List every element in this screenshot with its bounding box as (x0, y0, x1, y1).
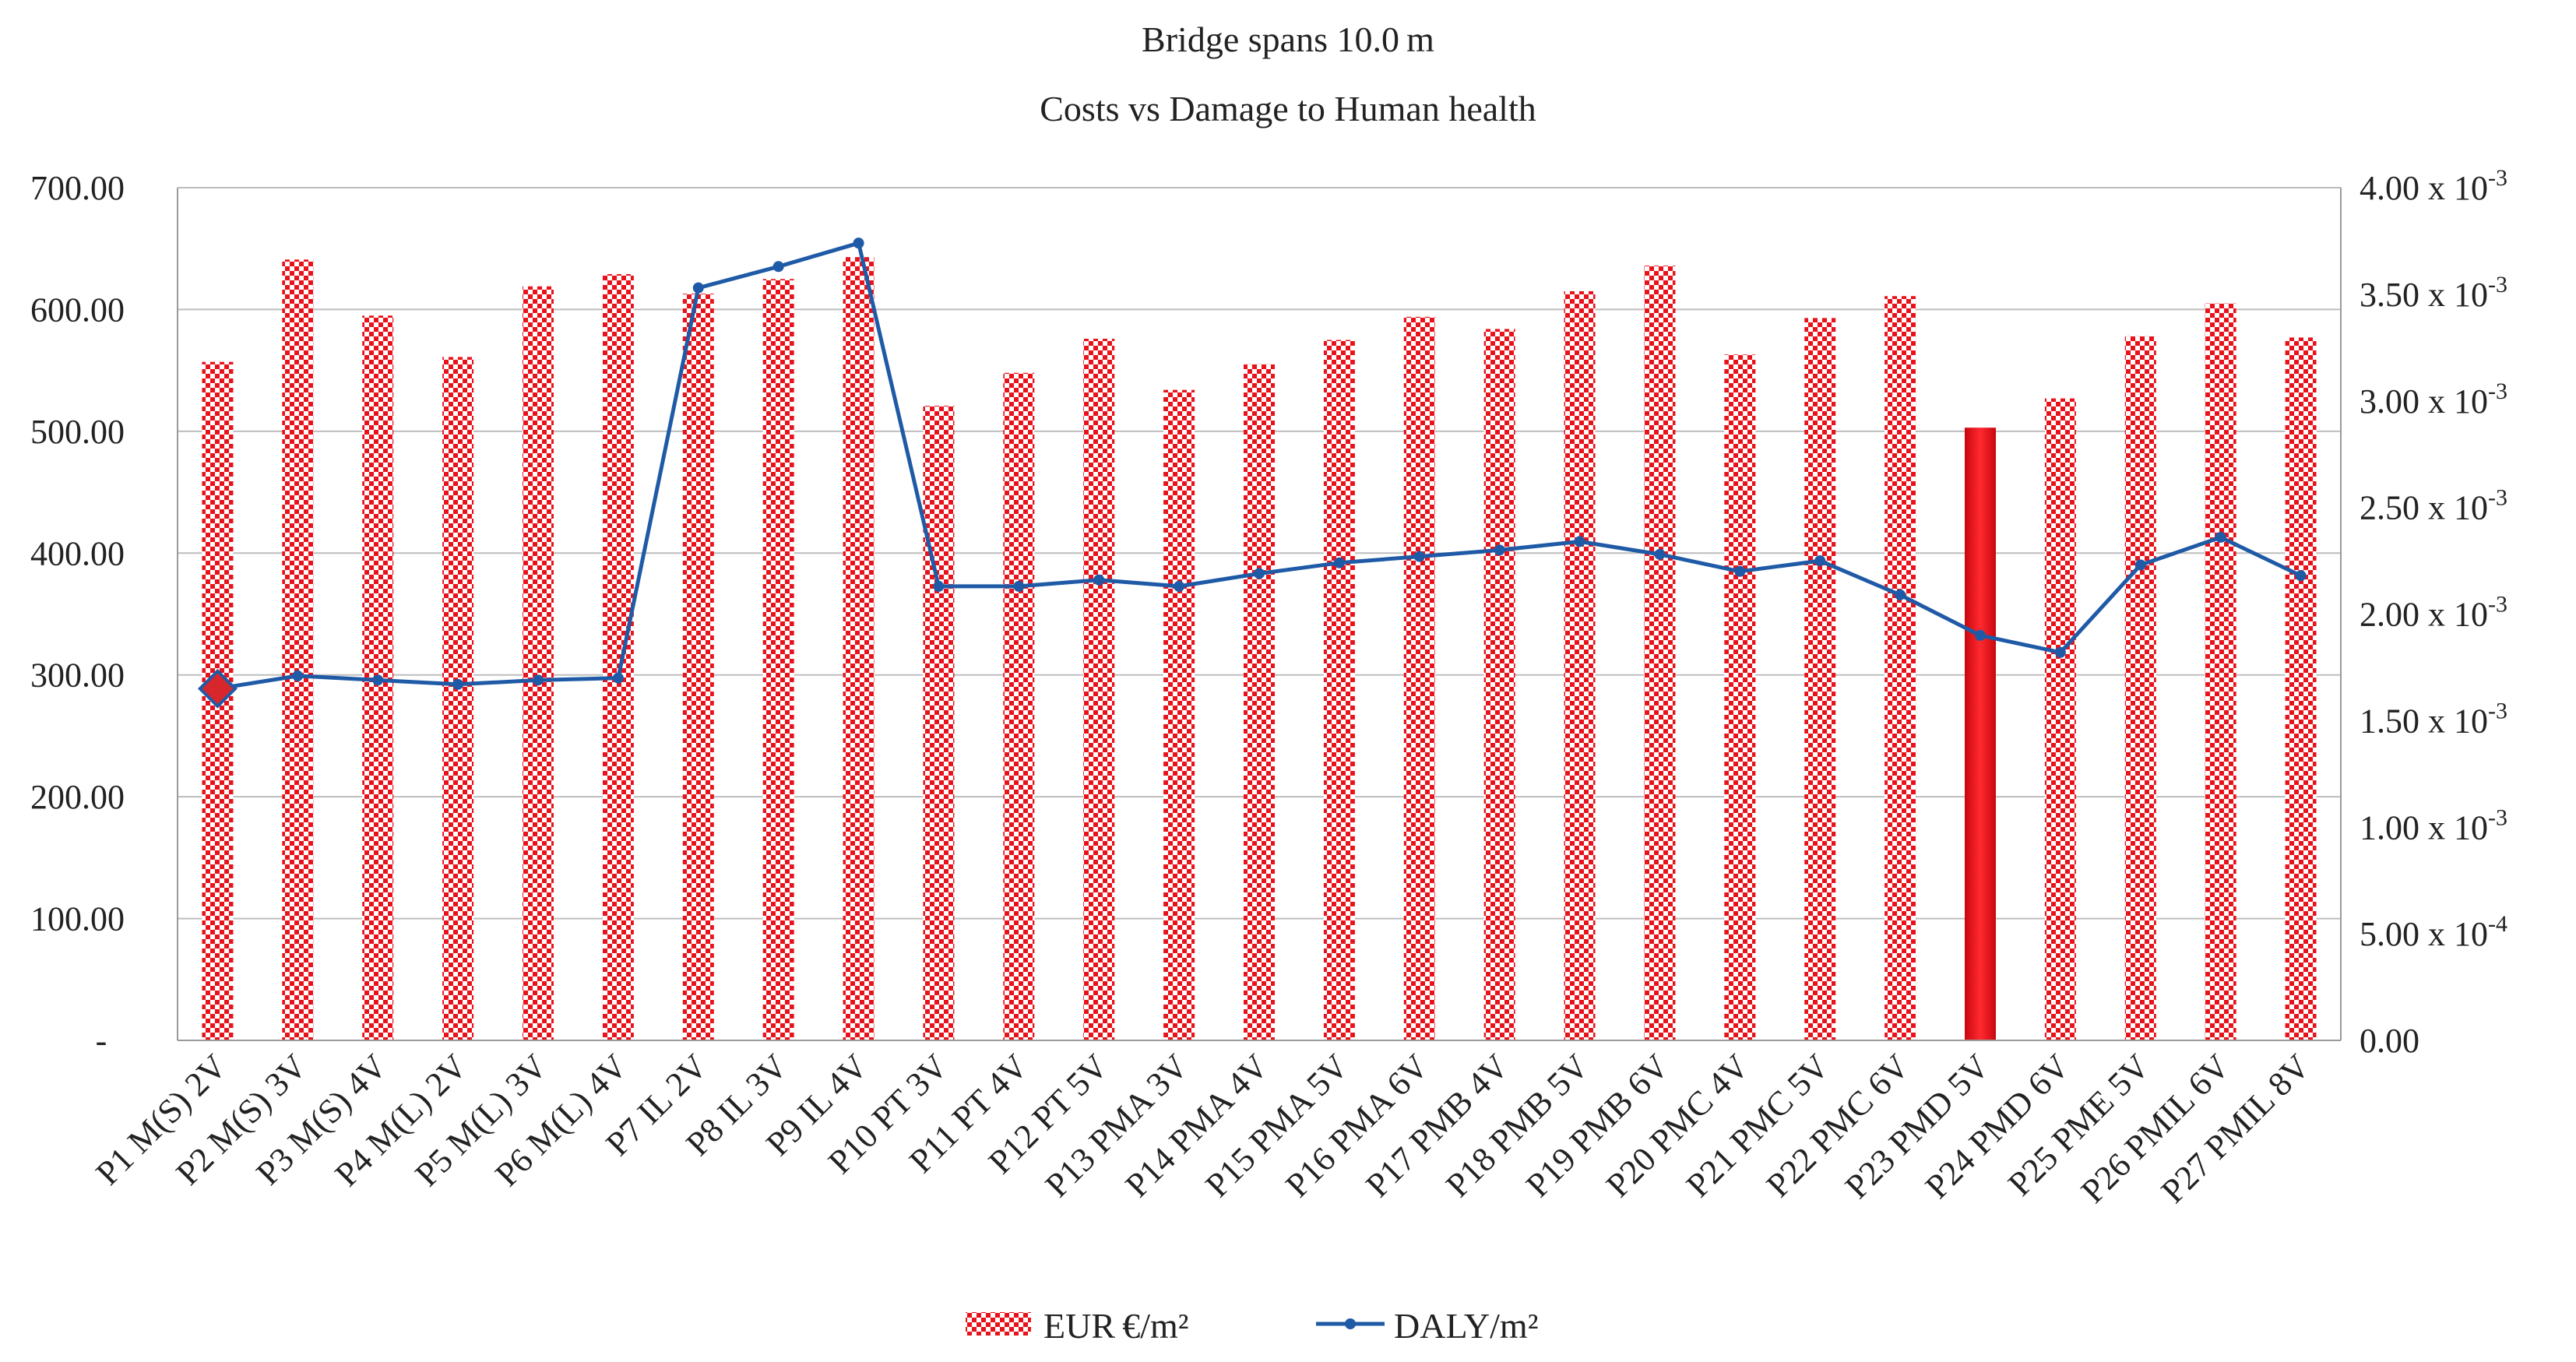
legend: EUR €/m² DALY/m² (966, 1306, 1539, 1346)
line-point (853, 238, 864, 249)
chart-title: Bridge spans 10.0 m (1142, 19, 1434, 59)
bar (442, 357, 474, 1041)
line-point (1494, 544, 1505, 556)
line-point (2295, 570, 2307, 582)
right-tick-label: 2.00 x 10-3 (2360, 592, 2507, 634)
bar (1724, 354, 1756, 1040)
line-series (197, 238, 2307, 709)
line-point (1975, 629, 1986, 641)
line-point (933, 580, 945, 592)
line-point (1895, 589, 1906, 600)
bar-series (202, 257, 2317, 1041)
bar (1323, 340, 1355, 1040)
left-tick-label: 500.00 (30, 413, 125, 451)
left-tick-label: 100.00 (30, 900, 125, 938)
left-tick-label: 400.00 (30, 534, 125, 572)
bar (1244, 364, 1275, 1041)
bar (1483, 329, 1515, 1040)
line-point (1174, 580, 1185, 592)
line-point (1814, 555, 1826, 567)
bar (1083, 338, 1115, 1040)
line-point (372, 674, 384, 686)
left-tick-label: 700.00 (30, 169, 125, 207)
bar (1564, 290, 1596, 1040)
line-point (452, 678, 464, 690)
line-point (1654, 548, 1666, 560)
bar (2285, 337, 2317, 1041)
bar (1003, 372, 1035, 1040)
chart-subtitle: Costs vs Damage to Human health (1040, 89, 1536, 128)
legend-line-label: DALY/m² (1394, 1306, 1539, 1346)
line-point (1013, 580, 1025, 592)
line-point (772, 261, 784, 273)
right-tick-label: 1.00 x 10-3 (2360, 804, 2507, 846)
bar (1884, 296, 1916, 1040)
bar (923, 406, 955, 1040)
bar (1403, 316, 1435, 1040)
legend-bar-label: EUR €/m² (1043, 1306, 1189, 1346)
bar (1965, 428, 1996, 1040)
highlight-point (197, 668, 238, 709)
bar (1644, 266, 1676, 1041)
line-point (1333, 557, 1345, 568)
bar (762, 279, 794, 1041)
bar (282, 259, 314, 1040)
right-tick-label: 2.50 x 10-3 (2360, 485, 2507, 527)
line-point (1254, 568, 1265, 579)
right-tick-label: 0.00 (2360, 1022, 2419, 1060)
right-tick-label: 1.50 x 10-3 (2360, 698, 2507, 740)
right-tick-label: 4.00 x 10-3 (2360, 165, 2507, 207)
bar (2205, 303, 2236, 1040)
left-tick-label: - (96, 1022, 107, 1060)
bar (602, 274, 634, 1040)
left-tick-label: 200.00 (30, 778, 125, 816)
left-y-axis: - 100.00 200.00 300.00 400.00 500.00 600.00 700… (30, 169, 125, 1060)
bar (1804, 318, 1836, 1041)
bar (1163, 389, 1195, 1041)
left-tick-label: 300.00 (30, 656, 125, 695)
line-point (1093, 574, 1105, 586)
line-point (2134, 559, 2146, 571)
line-point (2054, 646, 2066, 658)
bar (682, 294, 714, 1040)
right-tick-label: 3.50 x 10-3 (2360, 272, 2507, 314)
bar (2044, 398, 2076, 1040)
line-point (612, 672, 624, 684)
legend-bar-swatch (966, 1312, 1031, 1336)
line-point (692, 282, 704, 294)
line-point (2215, 531, 2226, 543)
right-y-axis: 0.00 5.00 x 10-4 1.00 x 10-3 1.50 x 10-3 2.0… (2360, 165, 2507, 1060)
bar (523, 286, 554, 1040)
right-tick-label: 5.00 x 10-4 (2360, 911, 2507, 953)
legend-line-marker (1345, 1318, 1356, 1329)
bar (2124, 336, 2156, 1040)
line-point (1574, 536, 1585, 547)
bar (843, 257, 875, 1040)
left-tick-label: 600.00 (30, 290, 125, 329)
right-tick-label: 3.00 x 10-3 (2360, 378, 2507, 421)
line-point (292, 670, 304, 681)
line-point (1734, 565, 1746, 577)
line-point (533, 674, 544, 686)
line-point (1413, 551, 1425, 562)
